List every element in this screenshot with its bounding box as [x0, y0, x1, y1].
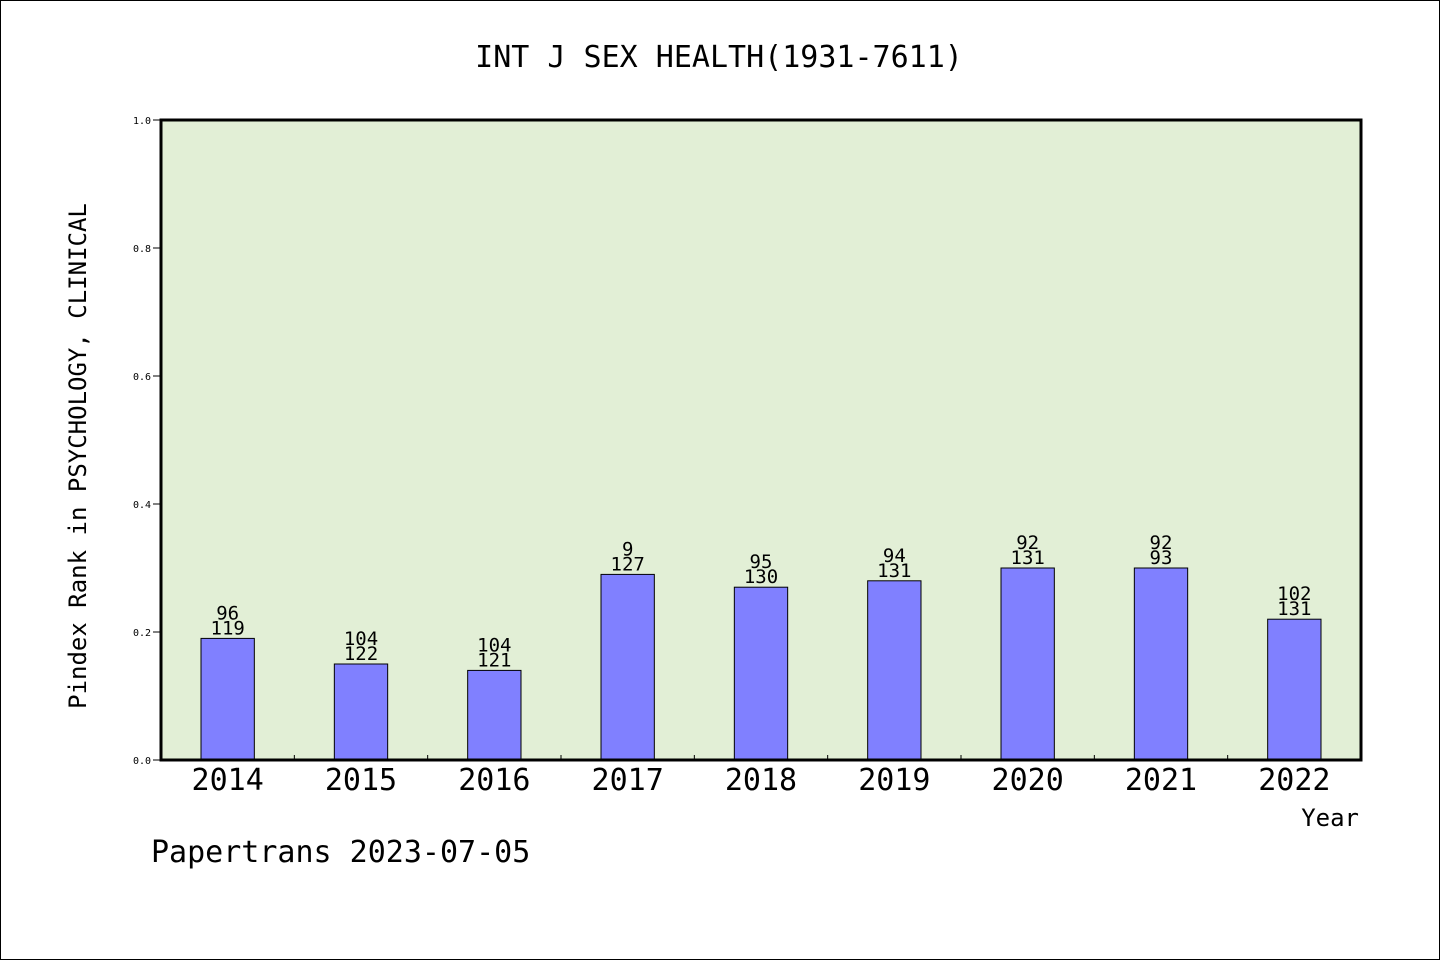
data-label-top-2016: 104: [477, 634, 511, 656]
y-axis-label: Pindex Rank in PSYCHOLOGY, CLINICAL: [64, 203, 92, 709]
data-label-top-2020: 92: [1016, 532, 1039, 554]
x-tick-label-2018: 2018: [725, 763, 797, 798]
data-label-top-2014: 96: [216, 602, 239, 624]
x-tick-label-2019: 2019: [858, 763, 930, 798]
y-tick-label-0.2: 0.2: [133, 628, 151, 639]
data-label-top-2021: 92: [1150, 532, 1173, 554]
chart-title: INT J SEX HEALTH(1931-7611): [475, 40, 963, 75]
y-ticks-layer: 0.0 0.2 0.4 0.6 0.8 1.0: [133, 116, 161, 767]
data-label-top-2015: 104: [344, 628, 378, 650]
bar-2019: [867, 580, 922, 761]
bar-2015: [333, 663, 389, 761]
bars-layer: [200, 567, 1322, 761]
x-tick-label-2017: 2017: [592, 763, 664, 798]
data-label-bottom-2016: 121: [477, 649, 511, 671]
bar-2022: [1267, 618, 1322, 761]
data-label-bottom-2022: 131: [1277, 598, 1311, 620]
data-label-top-2018: 95: [750, 551, 773, 573]
plot-border: [159, 118, 1363, 762]
x-tick-label-2021: 2021: [1125, 763, 1197, 798]
data-label-top-2022: 102: [1277, 583, 1311, 605]
y-tick-label-0.6: 0.6: [133, 372, 151, 383]
data-label-bottom-2021: 93: [1150, 547, 1173, 569]
x-ticks-layer: 2014 2015 2016 2017 2018 2019 2020 2021 2022: [192, 755, 1330, 798]
bar-2016: [467, 669, 522, 761]
data-label-top-2017: 9: [622, 538, 633, 560]
data-label-bottom-2015: 122: [344, 643, 378, 665]
bar-2017: [600, 573, 655, 761]
x-tick-label-2014: 2014: [192, 763, 264, 798]
data-label-bottom-2017: 127: [611, 553, 645, 575]
x-axis-label: Year: [1301, 804, 1359, 832]
data-label-bottom-2014: 119: [211, 617, 245, 639]
bar-2014: [200, 637, 255, 761]
y-tick-label-0.8: 0.8: [133, 244, 151, 255]
x-tick-label-2016: 2016: [458, 763, 530, 798]
bar-2021: [1133, 567, 1189, 761]
x-tick-label-2022: 2022: [1258, 763, 1330, 798]
y-tick-label-1.0: 1.0: [133, 116, 151, 127]
data-label-top-2019: 94: [883, 545, 906, 567]
bar-2018: [733, 586, 789, 761]
data-label-bottom-2019: 131: [877, 560, 911, 582]
bar-2020: [1000, 567, 1055, 761]
data-label-bottom-2020: 131: [1011, 547, 1045, 569]
y-tick-label-0.0: 0.0: [133, 756, 151, 767]
x-tick-label-2015: 2015: [325, 763, 397, 798]
data-label-bottom-2018: 130: [744, 566, 778, 588]
y-tick-label-0.4: 0.4: [133, 500, 151, 511]
x-tick-label-2020: 2020: [992, 763, 1064, 798]
footer-note: Papertrans 2023-07-05: [151, 835, 531, 870]
